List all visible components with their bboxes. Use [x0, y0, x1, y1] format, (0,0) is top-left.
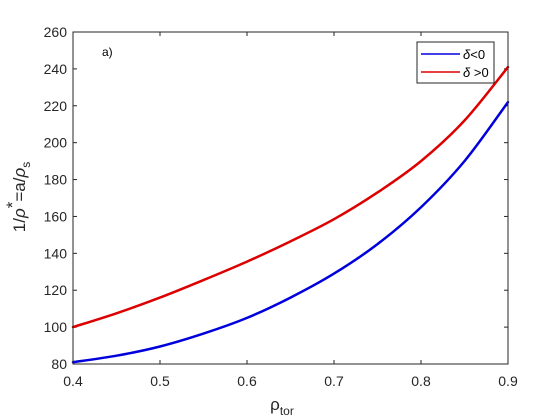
y-axis-label-part-2: =a/: [10, 177, 29, 201]
legend-label-0: δ<0: [463, 47, 485, 62]
axes-box: [72, 31, 509, 365]
legend-label-0-text: <0: [470, 47, 485, 62]
y-axis-label-subscript: s: [19, 162, 33, 168]
y-tick-label: 140: [44, 245, 68, 261]
legend-label-1-text: >0: [470, 65, 488, 80]
x-tick-label: 0.8: [411, 373, 431, 389]
x-axis-label: ρtor: [270, 395, 294, 418]
series-line-1: [71, 65, 510, 329]
x-tick-label: 0.7: [324, 373, 344, 389]
y-axis-label-rho-2: ρ: [10, 168, 29, 179]
y-tick-label: 260: [44, 24, 68, 40]
legend-label-1: δ >0: [463, 65, 489, 80]
y-tick-label: 160: [44, 208, 68, 224]
y-tick-label: 100: [44, 319, 68, 335]
x-tick-label: 0.5: [150, 373, 170, 389]
y-tick-label: 180: [44, 172, 68, 188]
y-tick-label: 220: [44, 98, 68, 114]
y-tick-label: 80: [51, 356, 67, 372]
legend: δ<0 δ >0: [416, 41, 495, 84]
x-tick-label: 0.4: [63, 373, 83, 389]
legend-label-1-symbol: δ: [463, 65, 471, 80]
axis-ticks: 0.4 0.5 0.6 0.7 0.8 0.9 80 100 120 140 160 180 200 22…: [44, 24, 518, 389]
x-axis-label-subscript: tor: [280, 404, 294, 418]
y-axis-label-part-1: 1/: [10, 218, 29, 232]
series-line-0: [71, 100, 510, 364]
legend-label-0-symbol: δ: [463, 47, 471, 62]
y-axis-label-rho: ρ: [10, 208, 29, 219]
y-axis-label-star: *: [3, 201, 22, 208]
y-tick-label: 120: [44, 282, 68, 298]
x-axis-label-symbol: ρ: [270, 395, 280, 414]
legend-box: [416, 41, 495, 84]
panel-annotation: a): [102, 45, 113, 59]
y-axis-label: 1/ρ*=a/ρs: [3, 162, 33, 232]
series-layer: [71, 65, 510, 364]
y-tick-label: 200: [44, 135, 68, 151]
y-tick-label: 240: [44, 61, 68, 77]
x-tick-label: 0.6: [237, 373, 257, 389]
x-tick-label: 0.9: [498, 373, 518, 389]
